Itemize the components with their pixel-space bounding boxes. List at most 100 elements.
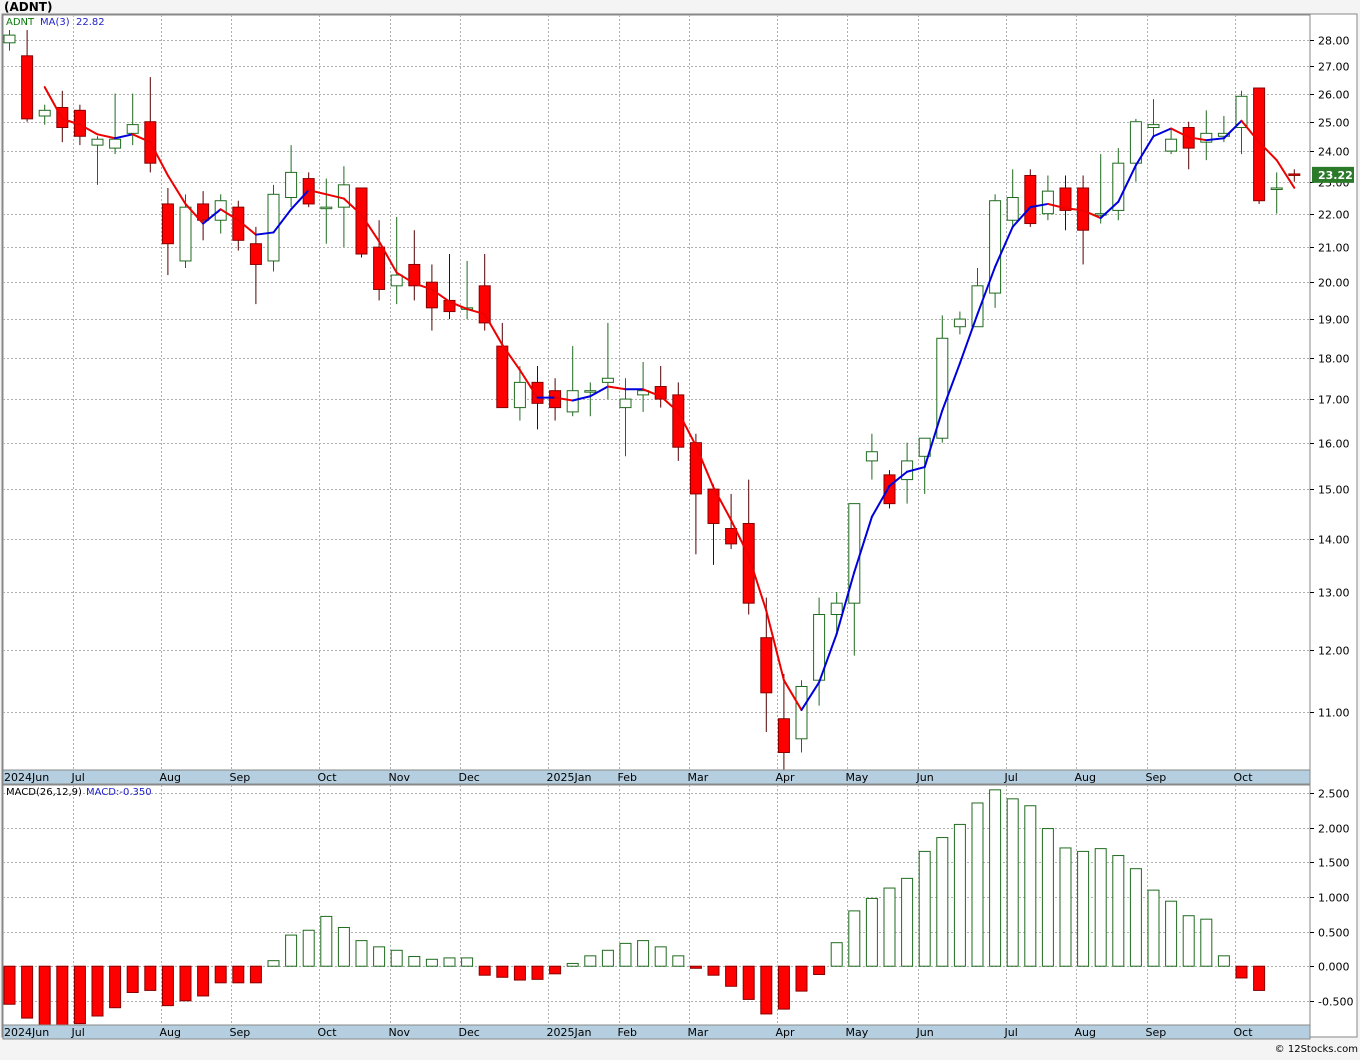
ma-segment [466,308,486,316]
macd-bar [179,965,192,1002]
last-price-box [1312,166,1354,183]
macd-bar [971,802,984,967]
candle-body [390,274,403,287]
price-tick-label: 27.00 [1318,61,1350,74]
candle-body [971,285,984,328]
macd-bar [707,965,720,976]
candle-body [936,337,949,439]
candle-body [126,124,139,134]
macd-bar [848,910,861,967]
date-tick-label: Sep [230,771,251,784]
candle-body [1147,124,1160,129]
candle-body [531,381,544,404]
macd-bar [390,949,403,967]
macd-bar [883,887,896,967]
date-tick-label: Jun [916,771,934,784]
price-tick-label: 28.00 [1318,35,1350,48]
ma-segment [1205,137,1225,142]
ma-segment [1064,207,1085,212]
macd-bar [513,965,526,981]
ma-segment [237,219,257,236]
macd-bar [461,957,474,967]
macd-bar [144,965,157,991]
price-tick-label: 17.00 [1318,394,1350,407]
candle-body [989,200,1002,294]
date-tick-label: Sep [1146,771,1167,784]
candle-body [337,184,350,208]
candle-body [3,34,16,44]
macd-bar [1217,955,1230,967]
macd-bar [91,965,104,1017]
ma-segment [677,410,697,447]
axes: 28.0027.0026.0025.0024.0023.0022.0021.00… [2,35,1354,1040]
candle-body [320,206,333,210]
ma-segment [483,313,504,346]
candle-body [373,246,386,290]
macd-bar [1077,850,1090,967]
date-tick-label: Jul [71,771,85,784]
macd-bar [901,877,914,967]
macd-tick-label: 2.000 [1318,823,1350,836]
candle-body [760,637,773,694]
ma-segment [1134,135,1155,167]
legend-macd-label: MACD(26,12,9) [6,787,82,798]
macd-bar [531,965,544,980]
candle-body [1235,95,1248,129]
ma-segment [448,300,469,311]
candle-body [795,685,808,740]
date-tick-label: Dec [459,1026,480,1039]
date-tick-label: Sep [230,1026,251,1039]
macd-bar [619,942,632,967]
macd-bar [478,965,491,976]
candle-body [197,203,210,221]
macd-bar [443,957,456,967]
macd-bar [1165,900,1178,967]
price-tick-label: 24.00 [1318,146,1350,159]
candle-body [249,243,262,265]
date-tick-label: Oct [1234,1026,1254,1039]
macd-bar [109,965,122,1009]
macd-bar [267,960,280,967]
ma-segment [958,313,979,365]
macd-bar [584,955,597,967]
macd-bar [760,965,773,1015]
ma-segment [853,515,873,574]
chart-title: (ADNT) [4,0,52,14]
date-tick-label: Dec [459,771,480,784]
macd-tick-label: 1.000 [1318,892,1350,905]
candle-body [1270,187,1283,190]
price-tick-label: 21.00 [1318,242,1350,255]
date-tick-label: 2024Jun [4,1026,49,1039]
macd-bar [549,965,562,975]
candle-body [513,381,526,409]
candle-body [830,602,843,615]
date-tick-label: Mar [688,1026,709,1039]
ma-segment [395,271,416,285]
ma-segment [1240,119,1261,144]
candle-body [1024,174,1037,225]
candle-body [91,138,104,146]
macd-bar [197,965,210,997]
ma-segment [1117,164,1137,203]
price-tick-label: 12.00 [1318,645,1350,658]
chart-frame [1,13,1358,1038]
candle-body [1217,132,1230,137]
price-tick-label: 25.00 [1318,117,1350,130]
date-tick-label: Oct [1234,771,1254,784]
price-tick-label: 26.00 [1318,89,1350,102]
ma-segment [554,396,574,402]
ma-segment [360,213,381,243]
ma-segment [272,208,293,234]
date-tick-label: Oct [318,771,338,784]
macd-bar [1129,868,1142,967]
macd-bar [654,946,667,967]
ma-segment [747,555,768,612]
date-tick-label: 2024Jun [4,771,49,784]
macd-bar [56,965,69,1026]
ma-segment [61,117,81,126]
ma-segment [712,486,733,522]
ma-segment [1187,136,1208,142]
date-tick-label: Jul [1004,771,1018,784]
ma-segment [1222,119,1243,140]
ma-segment [765,609,785,682]
